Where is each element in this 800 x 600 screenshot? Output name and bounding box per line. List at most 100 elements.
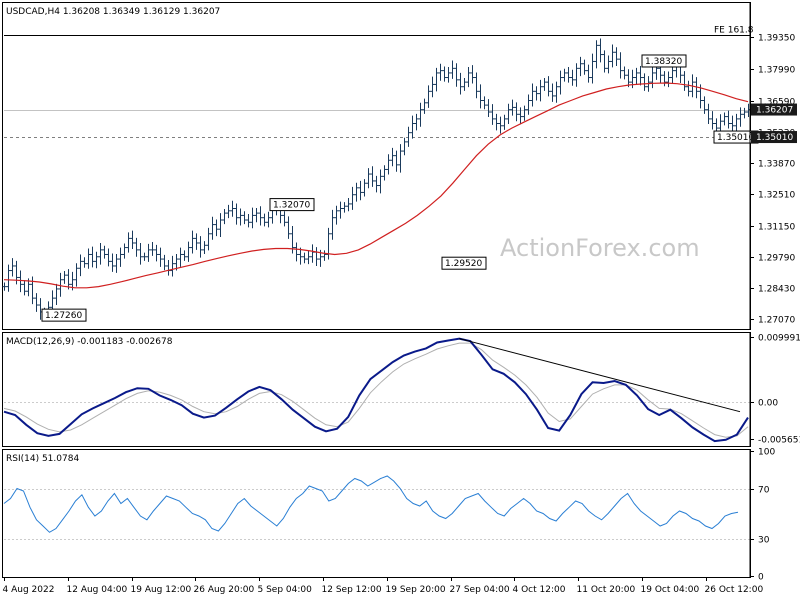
price-bar xyxy=(518,107,523,125)
price-bar xyxy=(586,64,591,83)
price-bar xyxy=(238,208,243,226)
price-bar xyxy=(122,243,127,259)
svg-text:1.35010: 1.35010 xyxy=(717,133,754,143)
price-bar xyxy=(722,112,727,126)
price-bar xyxy=(494,113,499,131)
price-bar xyxy=(594,40,599,69)
price-bar xyxy=(82,257,87,268)
price-bar xyxy=(426,85,431,108)
price-bar xyxy=(454,63,459,87)
price-bar xyxy=(262,213,267,227)
price-bar xyxy=(266,211,271,228)
price-bar xyxy=(342,202,347,213)
price-bar xyxy=(242,211,247,225)
price-bar xyxy=(234,203,239,225)
price-bar xyxy=(294,242,299,262)
price-bar xyxy=(570,69,575,86)
price-bar xyxy=(370,166,375,187)
price-bar xyxy=(182,250,187,261)
price-bar xyxy=(482,96,487,110)
price-bar xyxy=(250,207,255,229)
rsi-line xyxy=(3,475,739,533)
price-bar xyxy=(474,72,479,99)
price-bar xyxy=(634,67,639,85)
price-bar xyxy=(566,66,571,83)
price-bar xyxy=(178,247,183,267)
price-bar xyxy=(490,104,495,125)
price-bar xyxy=(418,102,423,127)
price-ytick-label: 1.33870 xyxy=(758,160,795,170)
x-tick-label: 19 Aug 12:00 xyxy=(131,585,192,595)
price-bar xyxy=(338,201,343,219)
price-bar xyxy=(466,66,471,88)
price-bar xyxy=(106,248,111,267)
price-bar xyxy=(650,65,655,89)
price-bar xyxy=(706,103,711,124)
rsi-title: RSI(14) 51.0784 xyxy=(6,454,79,464)
price-bar xyxy=(306,250,311,265)
price-ytick-label: 1.31150 xyxy=(758,223,795,233)
price-ytick-label: 1.29790 xyxy=(758,254,795,264)
price-bar xyxy=(58,272,63,297)
x-tick-label: 12 Sep 12:00 xyxy=(322,585,382,595)
price-bar xyxy=(98,242,103,265)
svg-text:1.35010: 1.35010 xyxy=(756,133,793,143)
x-tick-label: 5 Sep 04:00 xyxy=(258,585,313,595)
x-tick-label: 26 Oct 12:00 xyxy=(705,585,764,595)
price-bar xyxy=(406,126,411,147)
price-bar xyxy=(54,283,59,306)
price-bar xyxy=(530,83,535,107)
price-bar xyxy=(110,253,115,272)
price-bar xyxy=(522,105,527,121)
price-bar xyxy=(422,98,427,114)
macd-line xyxy=(3,337,749,443)
price-annotation: 1.38320 xyxy=(641,54,687,68)
price-bar xyxy=(550,83,555,102)
price-bar xyxy=(738,107,743,127)
price-bar xyxy=(554,81,559,103)
rsi-ytick-label: 0 xyxy=(758,573,764,583)
price-bar xyxy=(510,99,515,116)
price-bar xyxy=(186,241,191,262)
price-bar xyxy=(430,76,435,98)
price-bar xyxy=(662,71,667,87)
price-bar xyxy=(390,147,395,167)
price-bar xyxy=(154,244,159,262)
price-bar xyxy=(486,99,491,118)
rsi-ytick-label: 30 xyxy=(758,536,770,546)
price-bar xyxy=(478,84,483,109)
price-bar xyxy=(298,247,303,265)
price-bar xyxy=(246,214,251,228)
price-bar xyxy=(230,200,235,217)
price-bar xyxy=(682,71,687,91)
price-bar xyxy=(210,216,215,240)
price-bar xyxy=(742,107,747,119)
price-bar xyxy=(622,66,627,80)
price-bar xyxy=(302,252,307,264)
price-bar xyxy=(366,168,371,189)
price-bar xyxy=(610,44,615,68)
price-bar xyxy=(34,293,39,312)
price-bar xyxy=(726,110,731,129)
price-bar xyxy=(330,209,335,240)
price-bar xyxy=(354,182,359,202)
price-bar xyxy=(170,255,175,277)
price-bar xyxy=(6,264,11,292)
price-bar xyxy=(102,245,107,259)
price-bar xyxy=(442,66,447,82)
price-bar xyxy=(618,52,623,79)
price-bar xyxy=(626,69,631,88)
price-bar xyxy=(642,73,647,91)
price-bar xyxy=(582,59,587,75)
price-bar xyxy=(358,180,363,201)
price-bar xyxy=(142,252,147,261)
price-bar xyxy=(546,76,551,97)
price-bar xyxy=(2,282,7,291)
price-bar xyxy=(542,77,547,91)
price-bar xyxy=(198,236,203,258)
price-bar xyxy=(702,96,707,114)
price-bar xyxy=(574,63,579,87)
support-price-tag: 1.35010 xyxy=(751,131,797,144)
rsi-ytick-label: 100 xyxy=(758,448,775,458)
x-tick-label: 19 Sep 20:00 xyxy=(386,585,446,595)
